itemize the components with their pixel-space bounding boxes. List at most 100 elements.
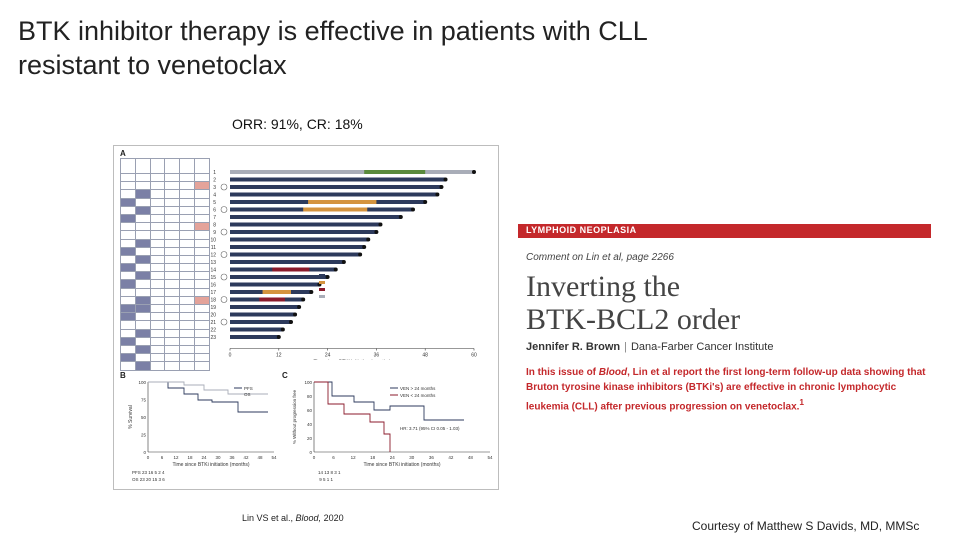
- swimmer-event-marker: [309, 290, 314, 294]
- swimmer-event-marker: [276, 335, 281, 339]
- table-row: [120, 328, 210, 338]
- swimmer-bar-segment: [262, 290, 291, 294]
- table-cell: [120, 312, 136, 322]
- km-b-pfs-curve: [148, 381, 268, 413]
- table-cell: [120, 271, 136, 281]
- table-cell: [120, 303, 136, 314]
- dose-marker: [220, 273, 228, 281]
- table-header-cell: [149, 158, 166, 174]
- patient-label: 5: [213, 200, 216, 206]
- km-b-x-tick-label: 48: [257, 455, 263, 460]
- table-cell: [164, 295, 181, 306]
- swimmer-event-marker: [358, 252, 363, 257]
- table-cell: [134, 189, 151, 199]
- table-cell: [164, 246, 181, 256]
- table-cell: [134, 287, 151, 297]
- km-b-y-tick-label: 100: [138, 380, 146, 385]
- km-b-risk-table: PFS 23 16 5 2 4 OS 23 20 15 3 6: [132, 470, 165, 482]
- swimmer-event-marker: [366, 237, 371, 242]
- table-row: [120, 172, 210, 183]
- patient-label: 16: [210, 283, 216, 289]
- table-cell: [164, 271, 181, 281]
- dose-marker: [220, 251, 228, 258]
- swimmer-event-marker: [443, 177, 448, 182]
- table-cell: [164, 189, 181, 199]
- table-cell: [164, 344, 181, 355]
- km-b-x-tick-label: 54: [271, 455, 277, 460]
- patient-label: 15: [210, 275, 216, 281]
- swimmer-legend: [319, 272, 409, 300]
- table-cell: [164, 213, 181, 224]
- table-cell: [134, 254, 151, 265]
- table-cell: [179, 230, 196, 240]
- table-cell: [149, 303, 166, 314]
- comment-reference: Comment on Lin et al, page 2266: [526, 252, 674, 263]
- table-cell: [120, 254, 136, 265]
- table-row: [120, 263, 210, 273]
- table-row: [120, 222, 210, 232]
- table-row: [120, 336, 210, 346]
- table-row: [120, 361, 210, 371]
- swimmer-x-tick-label: 36: [374, 353, 380, 359]
- table-cell: [134, 279, 151, 289]
- table-cell: [149, 189, 166, 199]
- table-row: [120, 230, 210, 240]
- table-cell: [120, 328, 136, 338]
- swimmer-event-marker: [374, 230, 379, 234]
- table-cell: [164, 205, 181, 215]
- table-cell: [179, 181, 196, 191]
- article-headline: Inverting the BTK-BCL2 order: [526, 270, 740, 336]
- table-cell: [164, 238, 181, 248]
- citation-year: 2020: [321, 513, 344, 523]
- table-row: [120, 287, 210, 297]
- abstract-journal: Blood: [598, 367, 628, 378]
- table-row: [120, 295, 210, 306]
- km-c-y-tick-label: 100: [304, 380, 312, 385]
- dose-marker: [220, 228, 228, 236]
- swimmer-bar: [230, 215, 401, 219]
- table-cell: [149, 312, 166, 322]
- dose-marker: [220, 183, 228, 191]
- swimmer-event-marker: [341, 260, 346, 264]
- table-cell: [120, 263, 136, 273]
- table-cell: [149, 254, 166, 265]
- km-b-y-axis-label: % Survival: [128, 405, 134, 429]
- patient-label: 17: [210, 290, 216, 296]
- km-b-x-tick-label: 30: [215, 455, 221, 460]
- table-header-cell: [120, 158, 136, 174]
- patient-label: 20: [210, 313, 216, 319]
- author-line: Jennifer R. Brown | Dana-Farber Cancer Ins…: [526, 341, 773, 353]
- panel-c-label: C: [282, 371, 288, 380]
- km-c-x-tick-label: 24: [390, 455, 396, 460]
- table-cell: [120, 336, 136, 346]
- swimmer-bar: [230, 320, 291, 324]
- km-c-ven-short-curve: [314, 381, 391, 452]
- km-plot-b: 100 75 50 25 00 6 12 18 24 30 36 42 48 54 % Survival Ti…: [128, 380, 277, 482]
- patient-label: 14: [210, 268, 216, 274]
- table-row: [120, 271, 210, 281]
- km-b-y-tick-label: 25: [141, 433, 147, 438]
- swimmer-x-tick-label: 24: [325, 353, 331, 359]
- table-cell: [134, 312, 151, 322]
- km-b-legend-label: OS: [244, 392, 251, 397]
- abstract-ref: 1: [799, 397, 805, 407]
- swimmer-event-marker: [472, 170, 476, 174]
- swimmer-x-tick-label: 48: [422, 353, 428, 359]
- table-cell: [179, 213, 196, 224]
- km-c-x-tick-label: 42: [448, 455, 454, 460]
- table-cell: [179, 312, 196, 322]
- table-row: [120, 303, 210, 314]
- table-cell: [120, 222, 136, 232]
- table-cell: [179, 172, 196, 183]
- slide-title: BTK inhibitor therapy is effective in pa…: [18, 14, 778, 82]
- table-cell: [134, 353, 151, 363]
- table-cell: [134, 205, 151, 215]
- table-cell: [164, 328, 181, 338]
- km-c-x-tick-label: 54: [487, 455, 493, 460]
- table-cell: [179, 205, 196, 215]
- swimmer-bar: [230, 327, 283, 332]
- swimmer-bar: [230, 305, 300, 309]
- table-header-cell: [194, 158, 210, 174]
- table-header-cell: [164, 158, 181, 174]
- table-cell: [120, 344, 136, 355]
